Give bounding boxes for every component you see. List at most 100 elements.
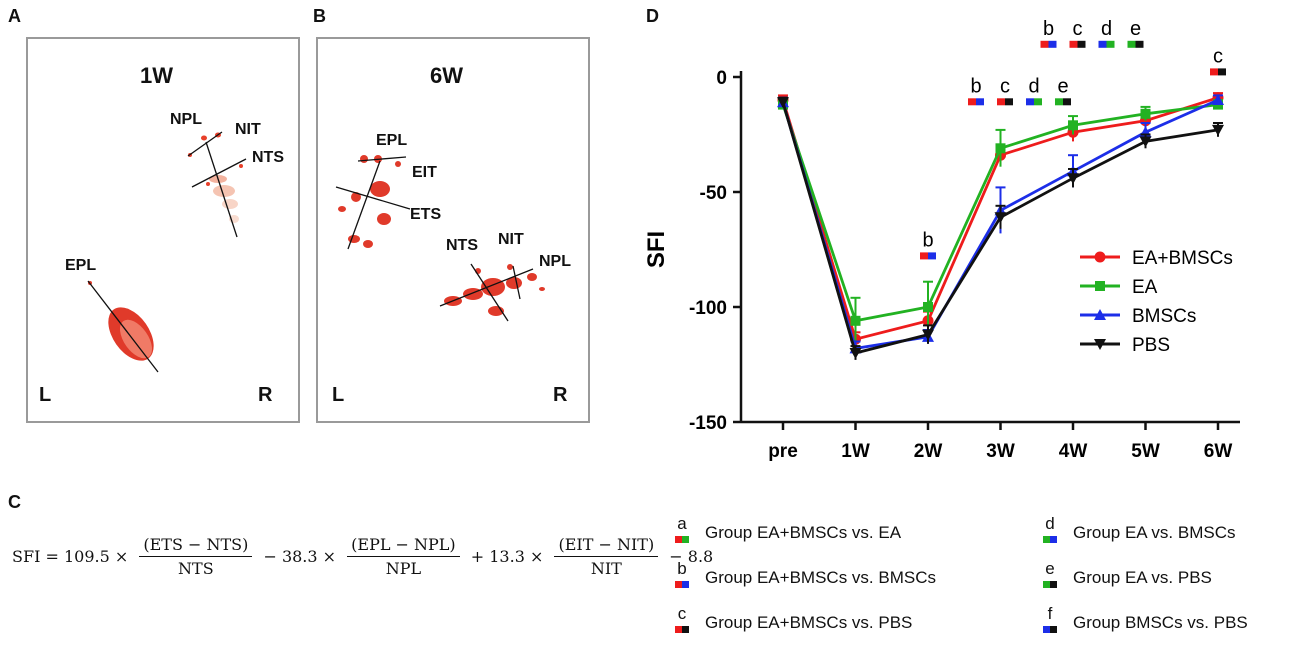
- legend-label: PBS: [1132, 335, 1170, 356]
- y-tick-label: -150: [689, 413, 727, 434]
- footprint-panel-6w: 6W: [316, 37, 590, 423]
- x-tick-label: 4W: [1059, 441, 1088, 462]
- data-point: [1139, 136, 1152, 148]
- experimental-footprint: [88, 281, 154, 361]
- key-text-d: Group EA vs. BMSCs: [1073, 523, 1236, 542]
- significance-swatch: [1218, 68, 1226, 76]
- data-point: [1212, 94, 1224, 105]
- label-npl: NPL: [539, 253, 571, 270]
- y-tick-label: -100: [689, 298, 727, 319]
- significance-letter: c: [1213, 45, 1223, 67]
- significance-swatch: [928, 252, 936, 260]
- x-tick-label: 6W: [1204, 441, 1233, 462]
- x-tick-label: 1W: [841, 441, 870, 462]
- key-letter-c: c: [677, 604, 687, 623]
- significance-swatch: [1063, 98, 1071, 106]
- significance-swatch: [1077, 40, 1086, 48]
- experimental-footprint: [338, 155, 401, 248]
- x-tick-label: pre: [768, 441, 798, 462]
- data-point: [777, 97, 789, 109]
- y-tick-label: 0: [716, 68, 727, 89]
- data-point: [1140, 108, 1151, 119]
- data-point: [995, 143, 1006, 154]
- formula-fraction-1: (ETS − NTS) NTS: [139, 535, 253, 578]
- normal-footprint: [444, 264, 545, 316]
- legend-marker: [1094, 309, 1106, 320]
- panel-title-1w: 1W: [140, 63, 173, 88]
- significance-swatch: [1026, 98, 1034, 106]
- key-swatch-color: [675, 536, 682, 543]
- significance-swatch: [1127, 40, 1136, 48]
- legend-marker: [1094, 251, 1106, 263]
- significance-letter: e: [1130, 18, 1141, 40]
- significance-swatch: [968, 98, 976, 106]
- label-npl: NPL: [170, 111, 202, 128]
- formula-lhs: SFI = 109.5 ×: [12, 547, 134, 566]
- label-epl: EPL: [65, 257, 97, 274]
- key-text-a: Group EA+BMSCs vs. EA: [705, 523, 902, 542]
- legend-label: EA+BMSCs: [1132, 248, 1233, 269]
- key-swatch-a: [675, 536, 689, 543]
- x-tick-label: 3W: [986, 441, 1015, 462]
- fraction-2-denominator: NPL: [385, 559, 422, 578]
- key-text-f: Group BMSCs vs. PBS: [1073, 613, 1248, 632]
- key-swatch-color: [1043, 626, 1050, 633]
- key-swatch-color: [682, 626, 689, 633]
- significance-swatch: [976, 98, 984, 106]
- normal-footprint: [188, 132, 243, 223]
- formula-tail: − 8.8: [664, 547, 714, 566]
- legend-label: EA: [1132, 277, 1158, 298]
- sfi-formula: SFI = 109.5 × (ETS − NTS) NTS − 38.3 × (…: [12, 535, 713, 578]
- key-swatch-color: [1050, 536, 1057, 543]
- legend-marker: [1095, 281, 1105, 291]
- left-marker: L: [39, 384, 52, 406]
- significance-swatch: [1040, 40, 1049, 48]
- significance-swatch: [1106, 40, 1115, 48]
- panel-letter-b: B: [313, 6, 326, 26]
- key-letter-f: f: [1047, 604, 1053, 623]
- key-swatch-c: [675, 626, 689, 633]
- significance-swatch: [997, 98, 1005, 106]
- label-nts: NTS: [446, 237, 478, 254]
- footprint-drawing-6w: [335, 155, 545, 322]
- key-swatch-color: [682, 536, 689, 543]
- key-swatch-d: [1043, 536, 1057, 543]
- footprint-drawing-1w: [87, 131, 247, 373]
- x-tick-label: 5W: [1131, 441, 1160, 462]
- significance-swatch: [1048, 40, 1057, 48]
- significance-letter: b: [970, 75, 981, 97]
- panel-letter-a: A: [8, 6, 21, 26]
- formula-fraction-3: (EIT − NIT) NIT: [554, 535, 659, 578]
- key-text-b: Group EA+BMSCs vs. BMSCs: [705, 568, 936, 587]
- label-ets: ETS: [410, 206, 442, 223]
- legend-marker: [1094, 339, 1106, 350]
- fraction-3-numerator: (EIT − NIT): [554, 535, 659, 557]
- label-eit: EIT: [412, 164, 437, 181]
- key-swatch-f: [1043, 626, 1057, 633]
- label-nit: NIT: [498, 231, 524, 248]
- formula-fraction-2: (EPL − NPL) NPL: [347, 535, 460, 578]
- left-marker: L: [332, 384, 345, 406]
- legend-label: BMSCs: [1132, 306, 1196, 327]
- data-point: [1212, 124, 1224, 136]
- significance-letter: c: [1000, 75, 1010, 97]
- fraction-1-numerator: (ETS − NTS): [139, 535, 253, 557]
- y-axis-label: SFI: [643, 231, 670, 268]
- data-point: [923, 302, 933, 312]
- key-letter-e: e: [1045, 559, 1055, 578]
- data-point: [1067, 173, 1079, 185]
- label-epl: EPL: [376, 132, 408, 149]
- data-point: [850, 315, 861, 326]
- fraction-3-denominator: NIT: [590, 559, 622, 578]
- key-swatch-color: [675, 581, 682, 588]
- y-tick-label: -50: [700, 183, 727, 204]
- significance-letter: d: [1101, 18, 1112, 40]
- footprint-panel-1w: 1W NPL NIT NTS EPL L R: [26, 37, 300, 423]
- data-point: [849, 348, 862, 359]
- data-point: [922, 329, 934, 341]
- key-swatch-color: [675, 626, 682, 633]
- significance-letter: b: [922, 229, 933, 251]
- significance-letter: e: [1057, 75, 1068, 97]
- right-marker: R: [553, 384, 568, 406]
